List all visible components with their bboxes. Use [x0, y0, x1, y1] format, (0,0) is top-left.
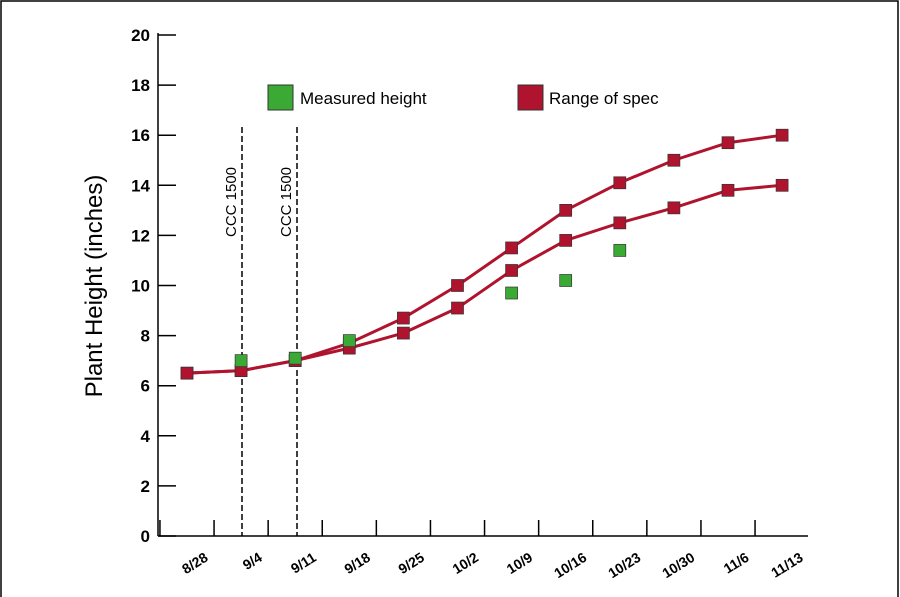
spec-point	[505, 241, 518, 255]
legend-label-measured: Measured height	[300, 89, 427, 108]
y-tick-label: 12	[131, 226, 150, 245]
x-tick-label: 10/2	[450, 549, 482, 577]
x-tick-label: 9/11	[288, 549, 319, 577]
spec-point	[613, 216, 627, 230]
series-2	[234, 244, 627, 367]
spec-point	[451, 301, 464, 315]
spec-point	[775, 128, 789, 142]
measured-point	[342, 334, 356, 347]
measured-point	[613, 244, 627, 257]
y-axis-title: Plant Height (inches)	[81, 175, 108, 398]
annotation-label: CCC 1500	[278, 167, 295, 237]
legend: Measured height Range of spec	[267, 84, 659, 111]
spec-point	[180, 366, 194, 380]
x-tick-label: 9/25	[395, 549, 427, 577]
series-0	[180, 128, 789, 380]
legend-swatch-spec	[517, 84, 544, 111]
x-tick-label: 10/16	[551, 549, 589, 581]
legend-swatch-measured	[267, 84, 294, 111]
y-tick-label: 10	[131, 277, 150, 296]
spec-point	[721, 183, 735, 197]
axes: 0 2 4 6 8 10 12 14 16 18 20 8/28 9/4 9/11 9/18 9/25 10/2…	[131, 26, 808, 581]
x-tick-label: 10/9	[504, 549, 536, 577]
x-tick-label: 10/30	[659, 549, 697, 581]
annotation-label: CCC 1500	[223, 167, 240, 237]
y-tick-label: 20	[131, 26, 150, 45]
y-tick-label: 16	[131, 126, 150, 145]
measured-point	[559, 274, 573, 287]
y-tick-label: 6	[141, 377, 150, 396]
spec-point	[397, 311, 410, 325]
spec-point	[667, 153, 681, 167]
y-tick-label: 14	[131, 176, 150, 195]
spec-point	[613, 176, 627, 190]
spec-point	[505, 264, 518, 277]
x-tick-label: 10/23	[605, 549, 643, 581]
spec-point	[451, 279, 464, 292]
y-tick-label: 4	[141, 427, 151, 446]
spec-point	[667, 201, 681, 215]
spec-point	[721, 136, 735, 150]
measured-point	[505, 286, 518, 300]
series-layer	[180, 128, 789, 380]
x-tick-label: 8/28	[179, 549, 211, 577]
measured-point	[234, 354, 248, 367]
y-tick-label: 2	[141, 477, 150, 496]
legend-label-spec: Range of spec	[549, 89, 659, 108]
y-tick-label: 0	[141, 527, 150, 546]
spec-line-upper	[186, 133, 783, 375]
spec-line-lower	[186, 183, 783, 375]
x-tick-label: 9/4	[240, 549, 265, 573]
x-tick-label: 9/18	[341, 549, 373, 577]
measured-point	[288, 351, 302, 365]
series-1	[180, 178, 789, 380]
x-tick-label: 11/13	[768, 549, 806, 581]
x-tick-label: 11/6	[721, 549, 752, 577]
spec-point	[775, 178, 789, 192]
y-tick-label: 18	[131, 76, 150, 95]
spec-point	[397, 326, 410, 340]
spec-point	[559, 204, 573, 217]
y-tick-label: 8	[141, 327, 150, 346]
spec-point	[559, 234, 573, 247]
annotations: CCC 1500 CCC 1500	[223, 127, 298, 536]
